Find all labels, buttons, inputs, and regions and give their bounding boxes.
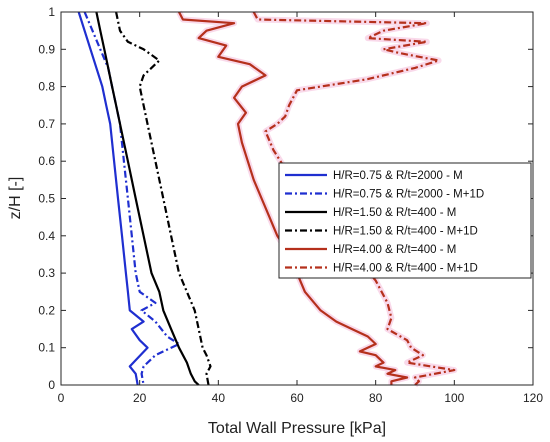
series-line-6 — [252, 11, 456, 386]
series-line-3 — [95, 11, 200, 386]
legend-box — [278, 162, 532, 279]
y-tick-label: 0.8 — [38, 80, 55, 94]
legend-label-5: H/R=4.00 & R/t=400 - M — [333, 244, 456, 256]
legend-label-2: H/R=0.75 & R/t=2000 - M+1D — [333, 189, 484, 201]
y-tick-label: 0.1 — [38, 341, 55, 355]
legend-label-1: H/R=0.75 & R/t=2000 - M — [333, 170, 463, 182]
y-tick-label: 0.4 — [38, 229, 55, 243]
series-line-1 — [77, 11, 149, 386]
y-tick-label: 0.6 — [38, 154, 55, 168]
x-axis-label: Total Wall Pressure [kPa] — [208, 420, 386, 437]
y-tick-label: 1 — [48, 5, 55, 19]
y-axis-label: z/H [-] — [7, 177, 24, 220]
x-tick-label: 100 — [444, 391, 464, 405]
legend-label-3: H/R=1.50 & R/t=400 - M — [333, 207, 456, 219]
series-line-5 — [178, 11, 409, 385]
legend: H/R=0.75 & R/t=2000 - M H/R=0.75 & R/t=20… — [278, 162, 532, 279]
y-tick-label: 0 — [48, 378, 55, 392]
series-line-2 — [83, 11, 181, 386]
y-tick-label: 0.3 — [38, 266, 55, 280]
x-tick-label: 120 — [523, 391, 543, 405]
y-tick-label: 0.7 — [38, 117, 55, 131]
ticks-layer: 0 20 40 60 80 100 120 0 0.1 0.2 0.3 0.4 0.5 0.6 0.7 0.8… — [38, 5, 543, 405]
legend-items: H/R=0.75 & R/t=2000 - M H/R=0.75 & R/t=20… — [285, 170, 484, 275]
x-tick-label: 40 — [212, 391, 226, 405]
y-tick-label: 0.9 — [38, 42, 55, 56]
series-line-4 — [115, 11, 212, 386]
x-tick-label: 60 — [290, 391, 304, 405]
x-tick-label: 0 — [58, 391, 65, 405]
legend-label-6: H/R=4.00 & R/t=400 - M+1D — [333, 263, 478, 275]
x-tick-label: 20 — [133, 391, 147, 405]
x-tick-label: 80 — [369, 391, 383, 405]
legend-label-4: H/R=1.50 & R/t=400 - M+1D — [333, 226, 478, 238]
y-tick-label: 0.5 — [38, 192, 55, 206]
y-tick-label: 0.2 — [38, 303, 55, 317]
